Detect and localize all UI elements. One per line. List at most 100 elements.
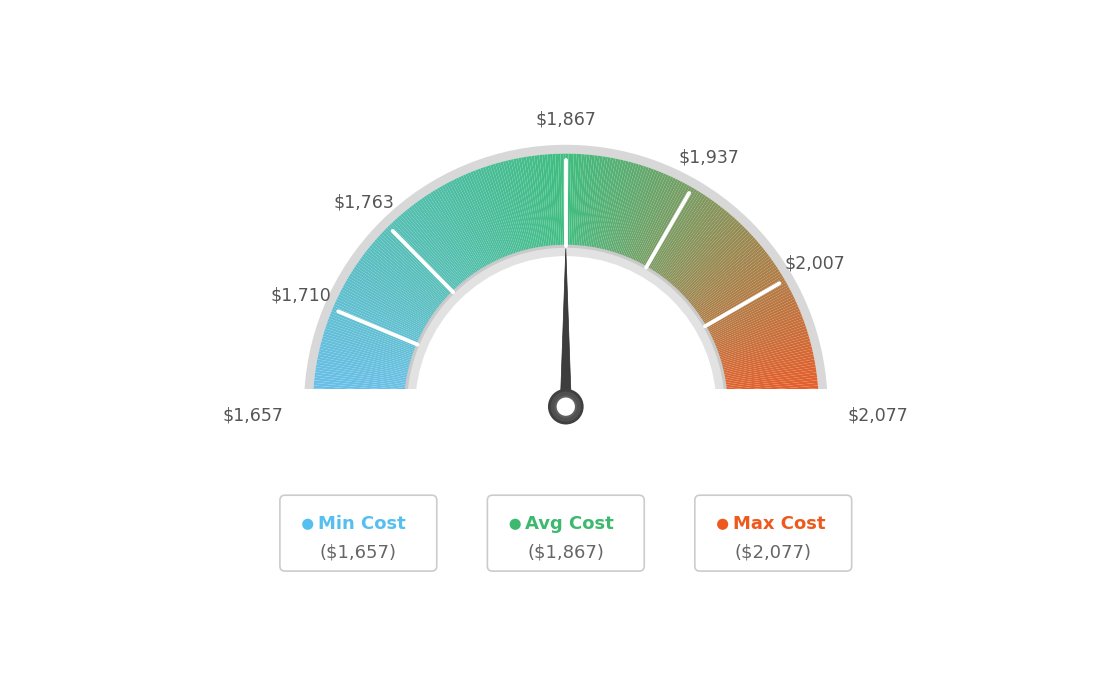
- Wedge shape: [712, 349, 813, 374]
- Wedge shape: [399, 215, 467, 294]
- Wedge shape: [591, 157, 611, 259]
- Wedge shape: [403, 212, 470, 292]
- Wedge shape: [558, 154, 563, 256]
- Wedge shape: [643, 189, 697, 278]
- Wedge shape: [357, 262, 443, 322]
- Wedge shape: [480, 168, 517, 265]
- Wedge shape: [626, 175, 669, 269]
- Wedge shape: [689, 262, 775, 322]
- Wedge shape: [702, 299, 796, 344]
- Wedge shape: [668, 220, 739, 297]
- Wedge shape: [631, 179, 678, 272]
- Wedge shape: [675, 232, 751, 304]
- Wedge shape: [710, 336, 809, 366]
- Wedge shape: [597, 159, 620, 259]
- Wedge shape: [634, 181, 683, 273]
- Wedge shape: [593, 157, 613, 259]
- Wedge shape: [408, 207, 474, 288]
- Text: $1,763: $1,763: [333, 193, 395, 211]
- Wedge shape: [648, 195, 705, 282]
- Wedge shape: [716, 404, 819, 406]
- Wedge shape: [321, 339, 421, 368]
- Wedge shape: [571, 154, 576, 256]
- Wedge shape: [426, 195, 484, 282]
- Text: ($2,077): ($2,077): [735, 543, 811, 561]
- Wedge shape: [707, 319, 804, 355]
- Wedge shape: [335, 302, 429, 346]
- Wedge shape: [647, 193, 703, 280]
- Wedge shape: [336, 299, 429, 344]
- Wedge shape: [655, 202, 716, 286]
- Wedge shape: [498, 162, 527, 262]
- Wedge shape: [617, 168, 654, 266]
- Text: $2,007: $2,007: [784, 254, 845, 272]
- Wedge shape: [428, 193, 485, 280]
- Bar: [187, 406, 945, 614]
- Wedge shape: [714, 362, 815, 382]
- Wedge shape: [314, 388, 416, 397]
- Wedge shape: [317, 362, 417, 382]
- Wedge shape: [713, 359, 815, 380]
- Wedge shape: [704, 306, 799, 348]
- Wedge shape: [417, 200, 479, 285]
- Wedge shape: [500, 161, 529, 262]
- Wedge shape: [701, 297, 795, 342]
- Wedge shape: [713, 354, 814, 377]
- Wedge shape: [602, 161, 628, 261]
- Wedge shape: [327, 321, 424, 357]
- Wedge shape: [699, 287, 790, 337]
- Wedge shape: [711, 341, 810, 369]
- Circle shape: [718, 519, 729, 530]
- Wedge shape: [319, 346, 420, 373]
- Text: $1,937: $1,937: [679, 149, 740, 167]
- Wedge shape: [708, 324, 806, 359]
- Wedge shape: [317, 359, 418, 380]
- Wedge shape: [458, 177, 503, 270]
- Wedge shape: [488, 165, 521, 264]
- Wedge shape: [677, 235, 754, 306]
- Wedge shape: [701, 294, 794, 341]
- Wedge shape: [340, 289, 433, 338]
- Wedge shape: [496, 163, 526, 262]
- Wedge shape: [598, 159, 624, 260]
- Wedge shape: [319, 349, 420, 374]
- Wedge shape: [508, 159, 533, 260]
- Wedge shape: [692, 269, 779, 326]
- Wedge shape: [709, 328, 807, 362]
- Wedge shape: [314, 383, 416, 394]
- Wedge shape: [407, 248, 724, 406]
- Wedge shape: [613, 166, 647, 264]
- Wedge shape: [389, 224, 461, 299]
- Wedge shape: [709, 326, 806, 360]
- Wedge shape: [585, 156, 601, 257]
- Wedge shape: [368, 248, 449, 313]
- Wedge shape: [710, 331, 808, 363]
- Wedge shape: [431, 192, 487, 279]
- Wedge shape: [659, 208, 725, 290]
- Wedge shape: [666, 217, 735, 295]
- Wedge shape: [555, 154, 561, 256]
- Wedge shape: [323, 331, 422, 363]
- Wedge shape: [590, 157, 608, 258]
- Wedge shape: [576, 155, 587, 257]
- Wedge shape: [716, 391, 818, 399]
- Wedge shape: [316, 364, 417, 383]
- Wedge shape: [641, 188, 694, 277]
- Wedge shape: [682, 248, 764, 313]
- Wedge shape: [603, 161, 631, 262]
- Wedge shape: [623, 172, 664, 268]
- Wedge shape: [578, 155, 590, 257]
- Wedge shape: [567, 154, 571, 256]
- Wedge shape: [482, 167, 518, 264]
- Wedge shape: [331, 308, 427, 350]
- Wedge shape: [715, 373, 817, 388]
- Wedge shape: [716, 393, 818, 400]
- Circle shape: [555, 397, 576, 417]
- Wedge shape: [333, 304, 428, 347]
- Wedge shape: [454, 179, 500, 272]
- Wedge shape: [633, 180, 681, 273]
- Wedge shape: [391, 222, 463, 298]
- Wedge shape: [542, 155, 553, 257]
- Text: $1,710: $1,710: [270, 287, 331, 305]
- Wedge shape: [714, 370, 817, 386]
